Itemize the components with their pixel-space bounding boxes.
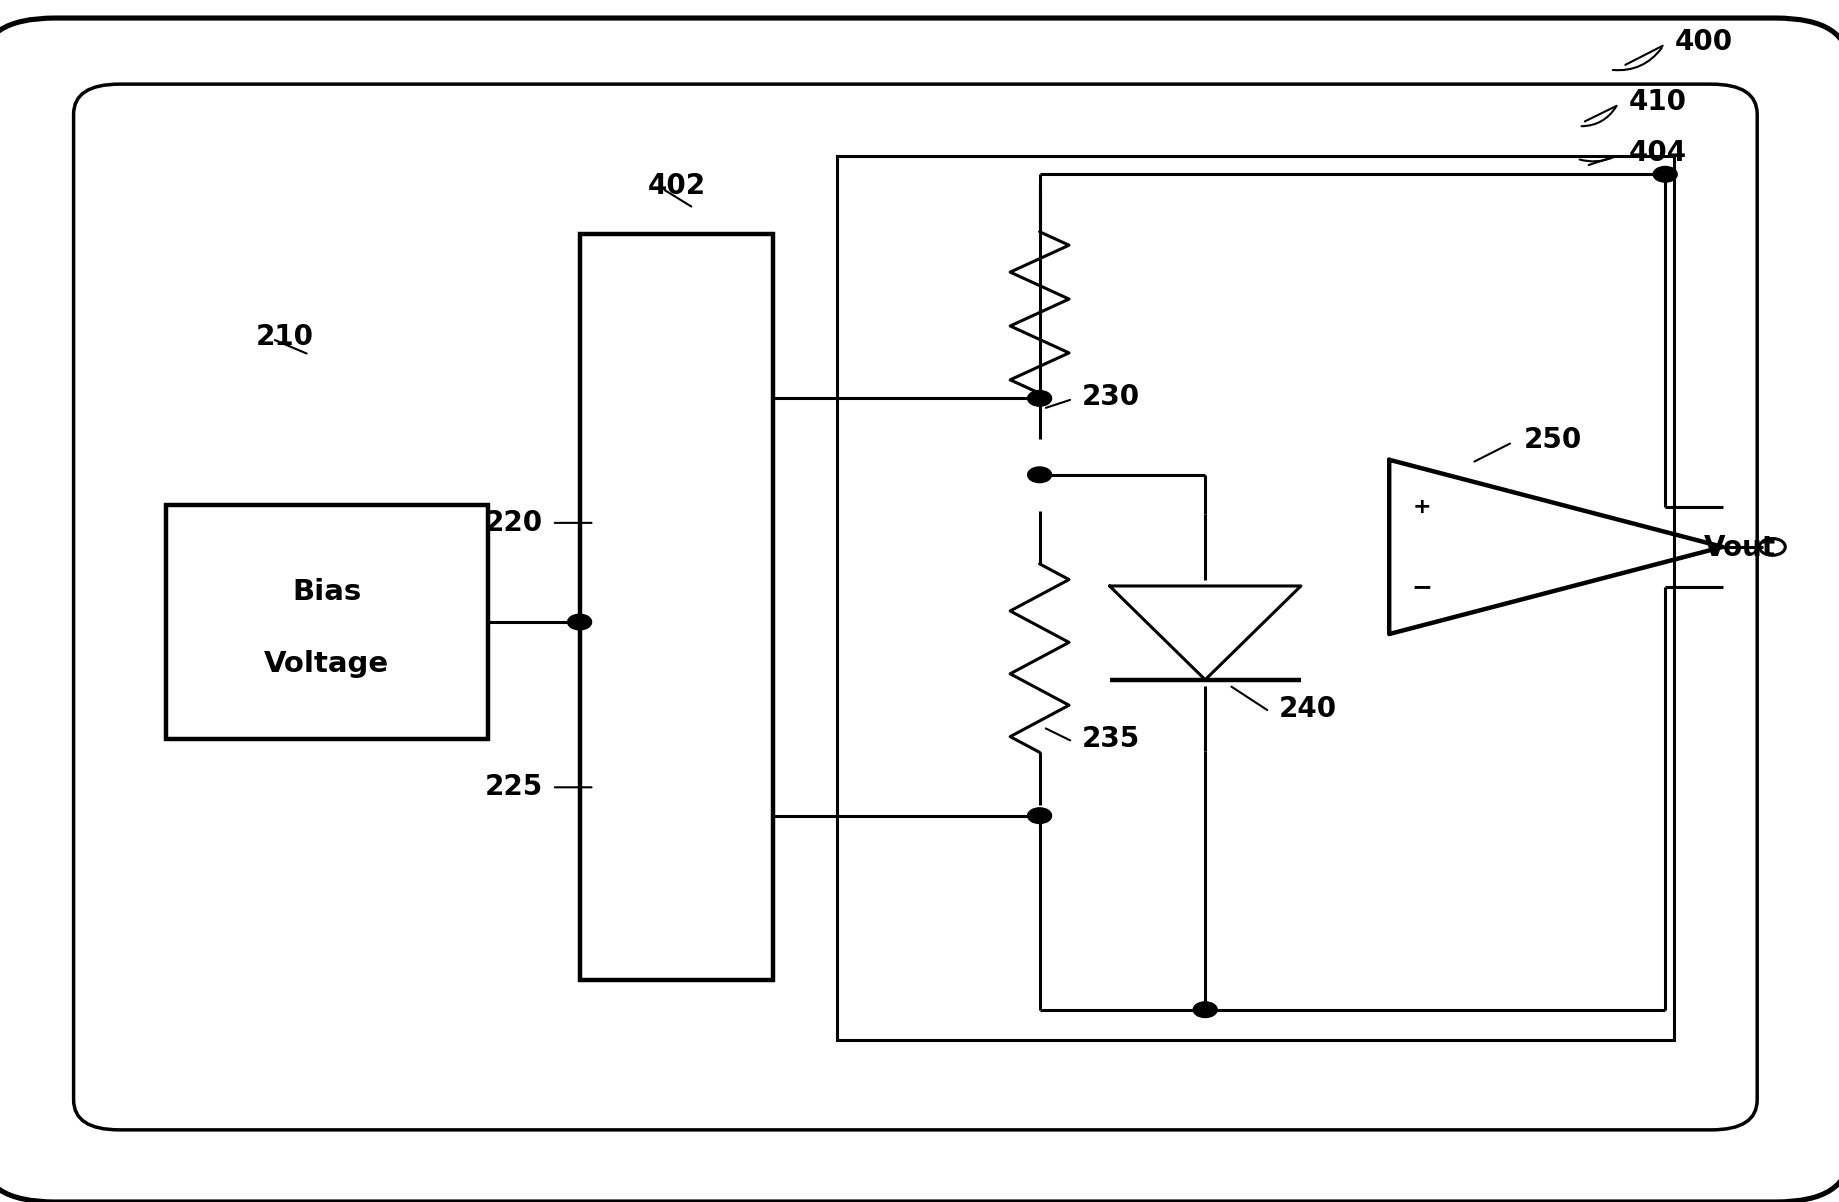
Circle shape [566,614,592,630]
Text: 220: 220 [484,508,543,537]
Circle shape [1026,468,1052,483]
Circle shape [1026,391,1052,406]
Text: 240: 240 [1278,695,1337,724]
Circle shape [1192,1002,1217,1017]
FancyBboxPatch shape [74,84,1756,1130]
FancyBboxPatch shape [0,18,1839,1202]
Text: +: + [1412,496,1431,517]
FancyBboxPatch shape [579,234,772,980]
Text: Voltage: Voltage [263,650,390,678]
Text: Bias: Bias [292,578,360,606]
Text: 225: 225 [484,773,543,802]
FancyBboxPatch shape [837,156,1673,1040]
Text: 410: 410 [1628,88,1686,117]
Text: 230: 230 [1081,382,1140,411]
Text: −: − [1411,575,1433,599]
Text: Vout: Vout [1703,534,1775,563]
FancyBboxPatch shape [166,505,487,739]
Text: 402: 402 [647,172,706,201]
Circle shape [1026,808,1052,823]
Text: 400: 400 [1673,28,1732,56]
Circle shape [1653,166,1677,182]
Text: 235: 235 [1081,725,1140,754]
Text: 250: 250 [1523,426,1582,454]
Text: 210: 210 [256,322,314,351]
Text: 404: 404 [1628,138,1686,167]
